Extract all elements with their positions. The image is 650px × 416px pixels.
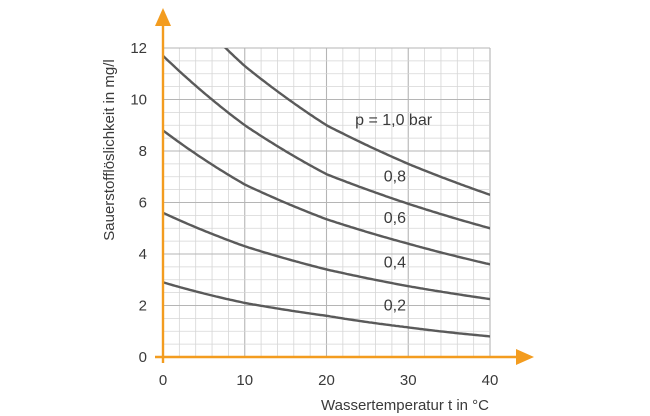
- series-label: 0,6: [384, 210, 406, 227]
- x-tick-label: 20: [318, 372, 335, 389]
- x-tick-labels: 0 10 20 30 40: [159, 372, 499, 389]
- series-label: p = 1,0 bar: [355, 112, 433, 129]
- y-axis-arrow-icon: [155, 8, 171, 26]
- curves: [163, 48, 490, 338]
- series-label: 0,8: [384, 168, 406, 185]
- y-tick-label: 10: [130, 92, 147, 109]
- series-line: [163, 54, 490, 230]
- y-tick-label: 4: [139, 246, 147, 263]
- y-tick-label: 12: [130, 40, 147, 57]
- y-tick-label: 2: [139, 298, 147, 315]
- grid: [163, 47, 491, 357]
- x-tick-label: 40: [482, 372, 499, 389]
- x-tick-label: 30: [400, 372, 417, 389]
- y-tick-labels: 0 2 4 6 8 10 12: [130, 40, 147, 366]
- series-label: 0,2: [384, 297, 406, 314]
- y-axis-title: Sauerstofflöslichkeit in mg/l: [101, 59, 118, 240]
- x-tick-label: 10: [236, 372, 253, 389]
- x-axis-arrow-icon: [516, 349, 534, 365]
- axes: [155, 8, 534, 365]
- series-label: 0,4: [384, 255, 406, 272]
- y-tick-label: 6: [139, 195, 147, 212]
- y-tick-label: 0: [139, 349, 147, 366]
- y-tick-label: 8: [139, 143, 147, 160]
- x-tick-label: 0: [159, 372, 167, 389]
- curve-labels: 0,2 0,4 0,6 0,8 p = 1,0 bar: [355, 112, 433, 314]
- x-axis-title: Wassertemperatur t in °C: [321, 397, 489, 414]
- series-line: [163, 129, 490, 266]
- series-line: [163, 211, 490, 301]
- series-line: [223, 48, 490, 196]
- series-line: [163, 281, 490, 338]
